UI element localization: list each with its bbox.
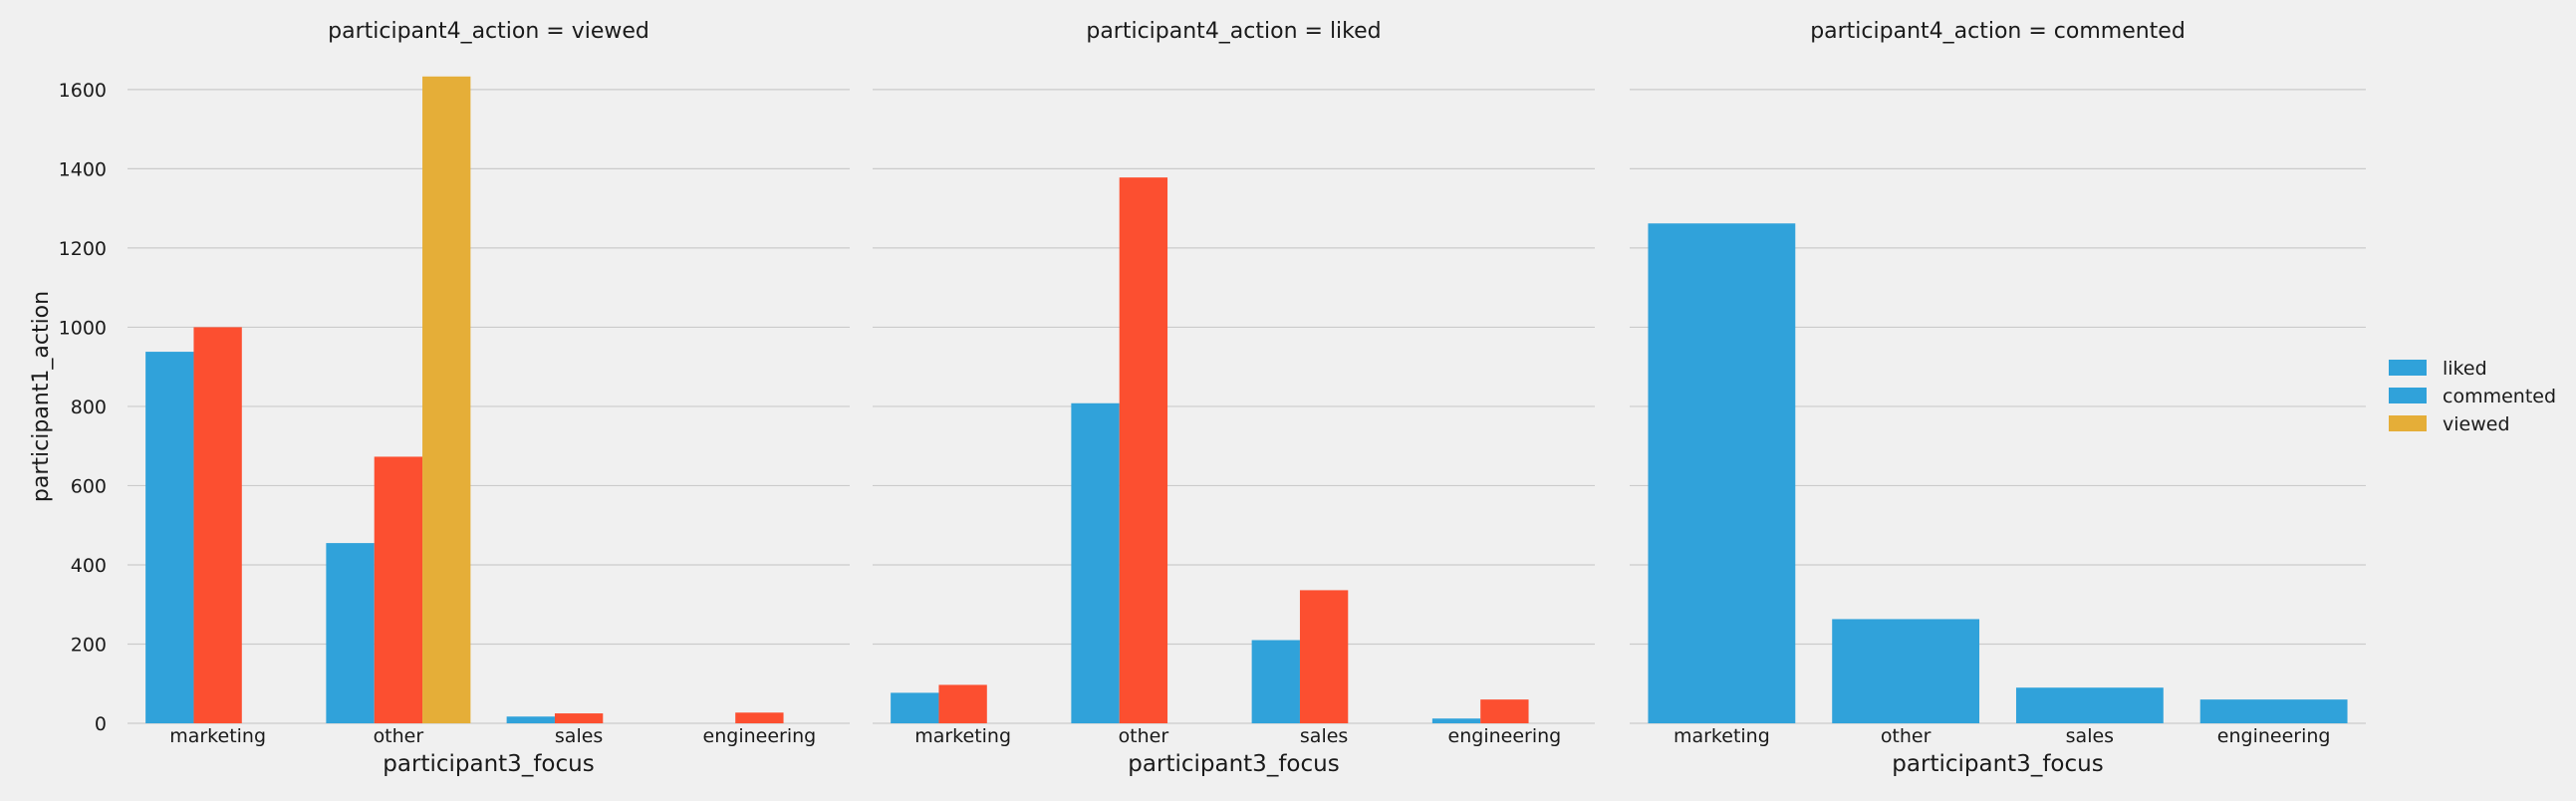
bar-liked [1648, 223, 1796, 723]
bar-commented [554, 713, 604, 723]
bar-viewed [422, 76, 471, 723]
y-tick-label: 1000 [59, 317, 107, 339]
y-tick-label: 1600 [59, 80, 107, 102]
bar-liked [326, 543, 375, 723]
bar-liked [145, 352, 194, 723]
bar-commented [1480, 699, 1529, 723]
x-tick-label: engineering [2217, 725, 2331, 747]
legend-swatch-liked [2389, 360, 2427, 376]
y-axis-label: participant1_action [29, 291, 54, 502]
x-tick-label: marketing [1674, 725, 1770, 747]
bar-commented [938, 684, 987, 723]
bar-liked [1251, 640, 1300, 723]
y-tick-label: 0 [95, 713, 107, 735]
y-tick-label: 800 [71, 397, 107, 418]
bar-liked [1431, 718, 1481, 723]
y-tick-label: 400 [71, 555, 107, 577]
y-tick-label: 1400 [59, 158, 107, 180]
legend-swatch-viewed [2389, 415, 2427, 431]
bar-liked [891, 692, 939, 723]
bar-commented [1299, 590, 1349, 723]
x-axis-label: participant3_focus [1128, 751, 1339, 777]
bar-commented [193, 327, 242, 723]
bar-liked [506, 716, 555, 723]
x-axis-label: participant3_focus [383, 751, 594, 777]
x-tick-label: marketing [169, 725, 266, 747]
facet-title: participant4_action = viewed [328, 19, 649, 44]
x-tick-label: engineering [703, 725, 817, 747]
x-tick-label: other [374, 725, 424, 747]
legend-label-liked: liked [2443, 358, 2487, 380]
bar-liked [2015, 687, 2164, 723]
legend-swatch-commented [2389, 388, 2427, 403]
x-tick-label: marketing [914, 725, 1011, 747]
bar-commented [735, 712, 784, 723]
bar-liked [1832, 619, 1980, 723]
x-tick-label: engineering [1448, 725, 1562, 747]
bar-commented [1119, 177, 1168, 723]
x-tick-label: sales [1300, 725, 1348, 747]
y-tick-label: 600 [71, 475, 107, 497]
x-tick-label: sales [2066, 725, 2114, 747]
y-tick-label: 1200 [59, 238, 107, 260]
x-tick-label: other [1881, 725, 1932, 747]
x-axis-label: participant3_focus [1892, 751, 2103, 777]
bar-commented [374, 456, 423, 723]
legend-label-viewed: viewed [2443, 413, 2510, 435]
y-tick-label: 200 [71, 634, 107, 656]
facet-title: participant4_action = commented [1810, 19, 2186, 44]
bar-liked [1071, 402, 1120, 723]
x-tick-label: other [1119, 725, 1169, 747]
legend-label-commented: commented [2443, 386, 2556, 407]
bar-liked [2199, 699, 2348, 723]
x-tick-label: sales [555, 725, 603, 747]
facet-title: participant4_action = liked [1086, 19, 1381, 44]
